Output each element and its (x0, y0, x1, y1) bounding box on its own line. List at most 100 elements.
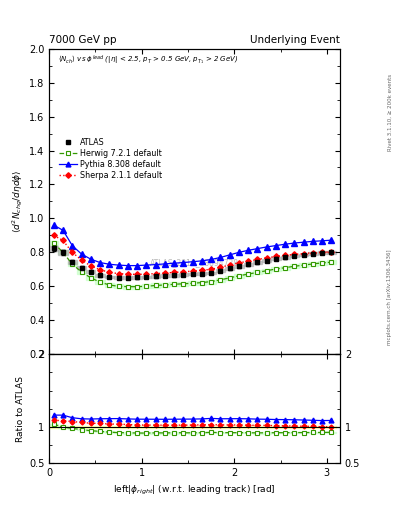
Bar (216, 432, 225, 433)
Bar (169, 282, 179, 286)
Bar (327, 432, 336, 433)
Bar (95, 431, 105, 432)
Bar (234, 265, 244, 268)
Bar (225, 432, 234, 433)
Bar (179, 273, 188, 276)
Bar (327, 251, 336, 254)
Bar (105, 432, 114, 433)
Bar (77, 266, 86, 269)
Bar (309, 262, 318, 266)
Bar (271, 426, 281, 428)
Bar (132, 285, 142, 289)
Bar (318, 261, 327, 265)
Bar (151, 432, 160, 434)
Bar (244, 272, 253, 276)
Bar (105, 283, 114, 287)
Bar (197, 281, 206, 285)
Bar (123, 285, 132, 289)
Bar (262, 269, 271, 273)
Bar (234, 426, 244, 428)
Bar (77, 429, 86, 430)
Bar (299, 432, 309, 433)
Bar (49, 425, 59, 429)
Bar (188, 426, 197, 428)
Bar (290, 264, 299, 268)
Legend: ATLAS, Herwig 7.2.1 default, Pythia 8.308 default, Sherpa 2.1.1 default: ATLAS, Herwig 7.2.1 default, Pythia 8.30… (59, 138, 162, 180)
Bar (114, 432, 123, 433)
Bar (309, 426, 318, 428)
Bar (253, 426, 262, 428)
Bar (142, 432, 151, 434)
Bar (95, 274, 105, 276)
Text: $\langle N_{ch}\rangle$ vs $\phi^{lead}$ ($|\eta|$ < 2.5, $p_T$ > 0.5 GeV, $p_{T: $\langle N_{ch}\rangle$ vs $\phi^{lead}$… (58, 53, 238, 67)
Bar (105, 426, 114, 428)
Bar (142, 275, 151, 279)
Bar (114, 284, 123, 288)
Bar (49, 241, 59, 245)
Bar (160, 426, 169, 428)
Y-axis label: Ratio to ATLAS: Ratio to ATLAS (16, 376, 25, 442)
Text: 7000 GeV pp: 7000 GeV pp (49, 35, 117, 45)
Bar (49, 246, 59, 251)
Bar (206, 432, 216, 433)
Bar (95, 426, 105, 428)
Bar (169, 274, 179, 276)
Bar (151, 284, 160, 288)
Bar (281, 266, 290, 270)
Bar (216, 278, 225, 282)
Bar (299, 253, 309, 257)
Bar (225, 276, 234, 280)
Bar (253, 270, 262, 274)
Bar (77, 270, 86, 274)
Bar (206, 272, 216, 274)
Bar (132, 426, 142, 428)
Text: mcplots.cern.ch [arXiv:1306.3436]: mcplots.cern.ch [arXiv:1306.3436] (387, 249, 392, 345)
Bar (281, 256, 290, 259)
Bar (68, 426, 77, 428)
Bar (123, 276, 132, 279)
Bar (262, 426, 271, 428)
Bar (271, 258, 281, 260)
Bar (114, 276, 123, 279)
Bar (309, 432, 318, 433)
Bar (123, 426, 132, 428)
Bar (160, 274, 169, 277)
Bar (216, 269, 225, 272)
Bar (68, 260, 77, 264)
Bar (281, 426, 290, 428)
Bar (290, 432, 299, 433)
Bar (234, 432, 244, 433)
Bar (132, 276, 142, 279)
Bar (132, 432, 142, 434)
Bar (123, 432, 132, 434)
Bar (327, 260, 336, 264)
Text: ATLAS_2010_S8894728: ATLAS_2010_S8894728 (150, 258, 239, 267)
Bar (68, 428, 77, 429)
Bar (160, 283, 169, 287)
Bar (299, 426, 309, 428)
Bar (290, 426, 299, 428)
Bar (86, 430, 95, 432)
Bar (151, 426, 160, 428)
Bar (160, 432, 169, 434)
Bar (59, 250, 68, 255)
Bar (253, 432, 262, 434)
Bar (206, 426, 216, 428)
Bar (327, 426, 336, 428)
Bar (290, 255, 299, 258)
Bar (197, 426, 206, 428)
Bar (225, 267, 234, 270)
Bar (318, 432, 327, 433)
Bar (309, 252, 318, 255)
Bar (77, 426, 86, 428)
Bar (206, 280, 216, 284)
Bar (244, 263, 253, 266)
Bar (142, 426, 151, 428)
Bar (225, 426, 234, 428)
Bar (95, 280, 105, 284)
Bar (262, 432, 271, 434)
Bar (49, 423, 59, 425)
Bar (86, 426, 95, 428)
Bar (271, 432, 281, 434)
Bar (318, 426, 327, 428)
